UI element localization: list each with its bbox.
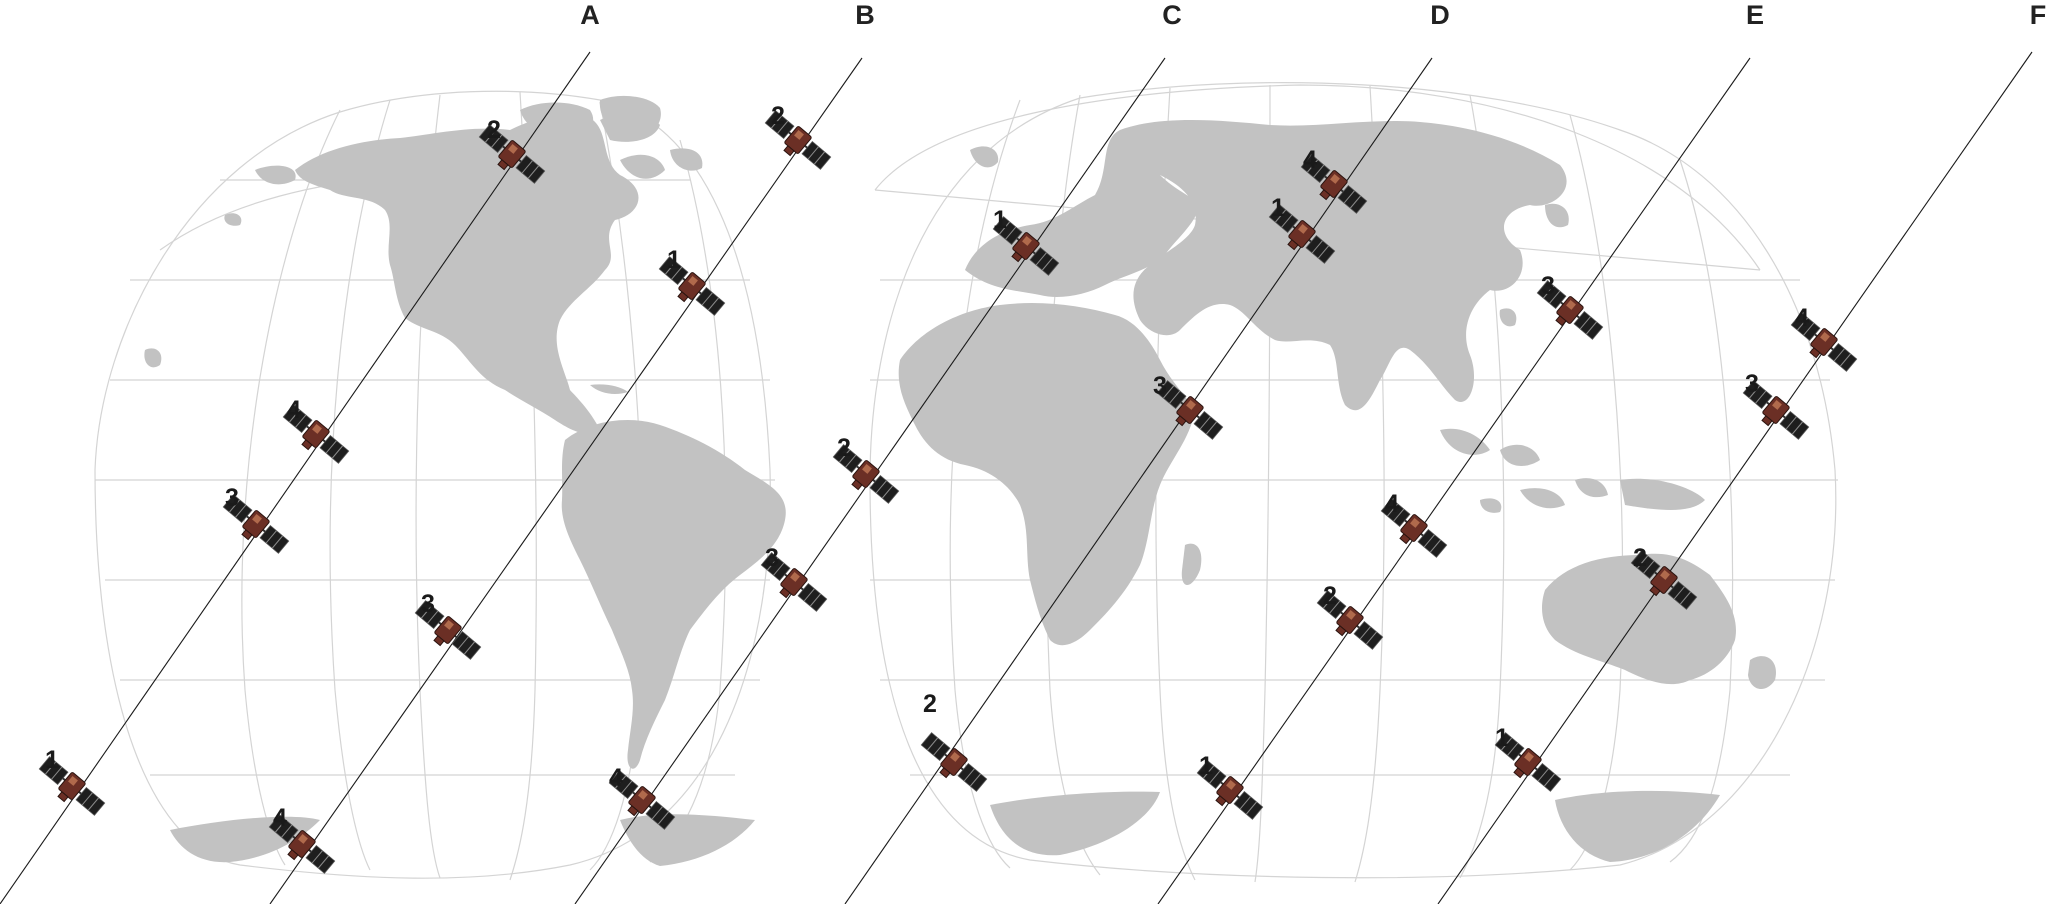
land-australia [1542, 553, 1736, 685]
satellite-label-f4: 4 [1795, 304, 1809, 332]
satellite-label-b1: 1 [667, 246, 681, 274]
satellite-e1: 1 [1488, 724, 1564, 800]
satellite-label-d4: 4 [1303, 146, 1317, 174]
satellite-f4: 4 [1784, 304, 1860, 380]
land-africa [898, 303, 1195, 646]
satellite-d3: 3 [1150, 372, 1226, 448]
plane-label-a: A [580, 0, 600, 30]
satellite-label-d1-south: 1 [1199, 752, 1213, 780]
satellite-d1-south: 1 [1190, 752, 1266, 828]
satellite-d2: 2 [914, 690, 990, 800]
orbit-line-a [0, 51, 591, 904]
satellite-label-d2: 2 [923, 690, 937, 718]
satellite-f2: 2 [1624, 544, 1700, 618]
satellite-b2: 2 [758, 102, 834, 178]
satellite-label-a1: 1 [45, 746, 59, 774]
plane-label-f: F [2030, 0, 2047, 30]
plane-label-b: B [855, 0, 875, 30]
plane-labels: A B C D E F [580, 0, 2046, 30]
satellite-label-e4: 4 [1385, 490, 1399, 518]
satellite-c1: 1 [986, 206, 1062, 284]
satellite-label-c2: 2 [837, 434, 851, 462]
satellite-e3: 3 [1530, 272, 1606, 348]
satellite-label-b3: 3 [421, 590, 435, 618]
satellite-label-d3: 3 [1153, 372, 1167, 400]
satellite-a4: 4 [276, 396, 352, 472]
satellite-label-a4: 4 [287, 396, 301, 424]
satellite-label-b2: 2 [771, 102, 785, 130]
land-asia [1120, 120, 1567, 411]
satellite-label-f3: 3 [1745, 370, 1759, 398]
satellite-a1: 1 [32, 746, 108, 824]
satellite-e2: 2 [1310, 582, 1386, 658]
satellite-e4: 4 [1374, 490, 1450, 566]
land-masses [144, 95, 1776, 866]
satellite-d1: 1 [1262, 194, 1338, 272]
satellite-d4: 4 [1294, 146, 1370, 222]
satellite-label-c1: 1 [993, 206, 1007, 234]
land-antarctica-east [990, 791, 1160, 856]
satellite-a3: 3 [216, 484, 292, 562]
plane-label-d: D [1430, 0, 1450, 30]
satellite-b4: 4 [262, 804, 338, 882]
satellite-label-c4: 4 [609, 764, 623, 792]
land-south-america [561, 420, 786, 769]
land-north-america [295, 115, 639, 435]
satellites: 2 4 3 1 2 1 3 4 1 2 3 4 4 1 3 2 3 4 2 1 … [32, 102, 1860, 882]
orbit-line-e [1157, 57, 1751, 904]
satellite-label-e1: 1 [1495, 724, 1509, 752]
satellite-icon [652, 253, 728, 324]
satellite-label-d1: 1 [1271, 194, 1285, 222]
satellite-label-a2: 2 [487, 116, 501, 144]
satellite-icon [914, 729, 990, 800]
satellite-c3: 3 [754, 544, 830, 620]
land-greenland [599, 95, 661, 139]
satellite-c2: 2 [826, 434, 902, 512]
satellite-label-f2: 2 [1633, 544, 1647, 572]
satellite-label-a3: 3 [225, 484, 239, 512]
orbit-line-b [269, 57, 863, 904]
satellite-f3: 3 [1736, 370, 1812, 448]
satellite-c4: 4 [602, 764, 678, 838]
plane-label-e: E [1746, 0, 1764, 30]
satellite-label-c3: 3 [765, 544, 779, 572]
satellite-label-b4: 4 [273, 804, 287, 832]
plane-label-c: C [1162, 0, 1182, 30]
satellite-a2: 2 [472, 116, 548, 192]
satellite-label-e3: 3 [1541, 272, 1555, 300]
satellite-b3: 3 [408, 590, 484, 668]
satellite-b1: 1 [652, 246, 728, 324]
satellite-label-e2: 2 [1323, 582, 1337, 610]
